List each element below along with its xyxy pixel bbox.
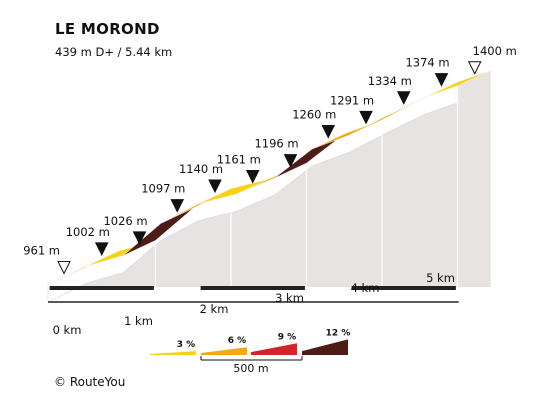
elevation-label: 1097 m bbox=[141, 182, 185, 196]
distance-label: 1 km bbox=[124, 314, 153, 328]
elevation-marker-icon bbox=[321, 124, 336, 139]
legend-label: 12 % bbox=[326, 328, 351, 338]
elevation-label: 1334 m bbox=[368, 74, 412, 88]
elevation-marker-icon bbox=[245, 170, 260, 184]
legend-label: 3 % bbox=[177, 340, 195, 350]
distance-label: 0 km bbox=[53, 323, 82, 337]
elevation-label: 1291 m bbox=[330, 93, 374, 107]
elevation-marker-icon bbox=[94, 242, 109, 256]
elevation-marker-icon bbox=[396, 91, 411, 105]
elevation-label: 961 m bbox=[23, 244, 60, 258]
endpoint-marker-icon bbox=[467, 61, 482, 75]
elevation-label: 1026 m bbox=[103, 214, 147, 228]
chart-subtitle: 439 m D+ / 5.44 km bbox=[55, 45, 173, 59]
endpoint-marker-icon bbox=[57, 261, 71, 275]
elevation-marker-icon bbox=[359, 110, 373, 125]
elevation-label: 1196 m bbox=[254, 137, 298, 151]
elevation-label: 1140 m bbox=[179, 162, 223, 176]
legend-swatch bbox=[201, 347, 247, 355]
legend-swatch bbox=[150, 351, 196, 355]
elevation-marker-icon bbox=[132, 231, 147, 246]
elevation-label: 1374 m bbox=[405, 56, 449, 70]
chart-title: LE MOROND bbox=[55, 20, 160, 38]
legend-label: 6 % bbox=[228, 336, 246, 346]
elevation-marker-icon bbox=[283, 154, 298, 168]
distance-label: 3 km bbox=[275, 291, 304, 305]
elevation-marker-icon bbox=[434, 73, 449, 87]
legend-scale-label: 500 m bbox=[233, 362, 268, 375]
distance-label: 5 km bbox=[426, 271, 455, 285]
elevation-label: 1002 m bbox=[66, 225, 110, 239]
distance-label: 4 km bbox=[351, 281, 380, 295]
distance-label: 2 km bbox=[200, 302, 229, 316]
profile-segment-body bbox=[425, 70, 491, 287]
elevation-marker-icon bbox=[170, 199, 185, 213]
copyright-text: © RouteYou bbox=[54, 375, 126, 389]
legend-swatch bbox=[251, 343, 297, 355]
elevation-label: 1260 m bbox=[292, 107, 336, 121]
legend-label: 9 % bbox=[278, 332, 296, 342]
profile-slope-segment bbox=[425, 70, 491, 98]
elevation-marker-icon bbox=[208, 179, 222, 194]
legend-swatch bbox=[302, 339, 348, 355]
elevation-label: 1400 m bbox=[473, 44, 517, 58]
elevation-label: 1161 m bbox=[217, 153, 261, 167]
